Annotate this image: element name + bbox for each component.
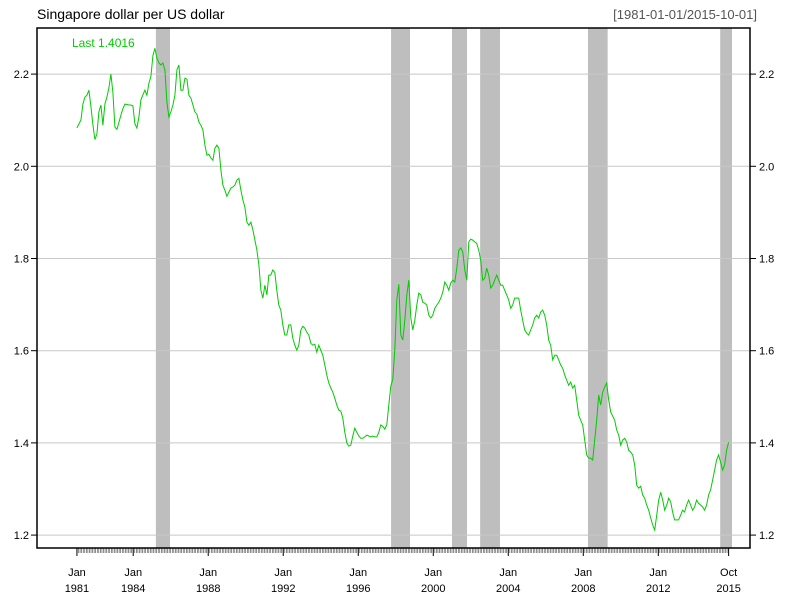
x-axis: Jan 1981 Jan 1984 Jan 1988 Jan 1992 Jan 1996 Jan 20… xyxy=(65,548,741,595)
series-line xyxy=(76,48,730,532)
x-tick-label-month: Jan xyxy=(68,567,86,579)
x-tick-label-year: 2012 xyxy=(646,583,670,595)
y-tick-label-right: 1.4 xyxy=(759,438,774,450)
y-tick-label-left: 1.8 xyxy=(14,253,29,265)
x-tick-label-month: Jan xyxy=(124,567,142,579)
recession-band xyxy=(391,28,411,548)
x-tick-label-month: Jan xyxy=(349,567,367,579)
y-tick-label-left: 1.6 xyxy=(14,346,29,358)
chart-title: Singapore dollar per US dollar xyxy=(37,6,225,22)
x-tick-label-year: 1988 xyxy=(196,583,220,595)
recession-band xyxy=(720,28,732,548)
x-tick-label-month: Jan xyxy=(499,567,517,579)
x-tick-label-month: Oct xyxy=(720,567,737,579)
x-tick-label-year: 1996 xyxy=(346,583,370,595)
recession-band xyxy=(452,28,468,548)
gridlines xyxy=(37,73,750,536)
x-tick-label-year: 1981 xyxy=(65,583,89,595)
y-tick-label-left: 1.4 xyxy=(14,438,29,450)
x-tick-label-month: Jan xyxy=(424,567,442,579)
y-tick-label-left: 1.2 xyxy=(14,530,29,542)
x-tick-label-year: 1984 xyxy=(121,583,145,595)
x-tick-label-month: Jan xyxy=(199,567,217,579)
x-tick-label-month: Jan xyxy=(274,567,292,579)
x-tick-label-year: 1992 xyxy=(271,583,295,595)
last-value-label: Last 1.4016 xyxy=(72,36,135,50)
recession-band xyxy=(587,28,608,548)
x-tick-label-month: Jan xyxy=(649,567,667,579)
date-range-label: [1981-01-01/2015-10-01] xyxy=(613,7,757,22)
recession-bands xyxy=(155,28,732,548)
x-tick-label-year: 2000 xyxy=(421,583,445,595)
y-tick-label-left: 2.0 xyxy=(14,161,29,173)
x-tick-label-year: 2004 xyxy=(496,583,520,595)
y-axes: 1.2 1.2 1.4 1.4 1.6 1.6 1.8 1.8 2.0 2.0 2.2 2.2 xyxy=(14,69,775,542)
plot-frame xyxy=(36,27,751,549)
y-tick-label-right: 2.2 xyxy=(759,69,774,81)
recession-band xyxy=(155,28,170,548)
x-tick-label-month: Jan xyxy=(574,567,592,579)
x-tick-label-year: 2008 xyxy=(571,583,595,595)
y-tick-label-left: 2.2 xyxy=(14,69,29,81)
recession-band xyxy=(480,28,501,548)
y-tick-label-right: 1.8 xyxy=(759,253,774,265)
x-tick-label-year: 2015 xyxy=(716,583,740,595)
y-tick-label-right: 2.0 xyxy=(759,161,774,173)
y-tick-label-right: 1.6 xyxy=(759,346,774,358)
y-tick-label-right: 1.2 xyxy=(759,530,774,542)
